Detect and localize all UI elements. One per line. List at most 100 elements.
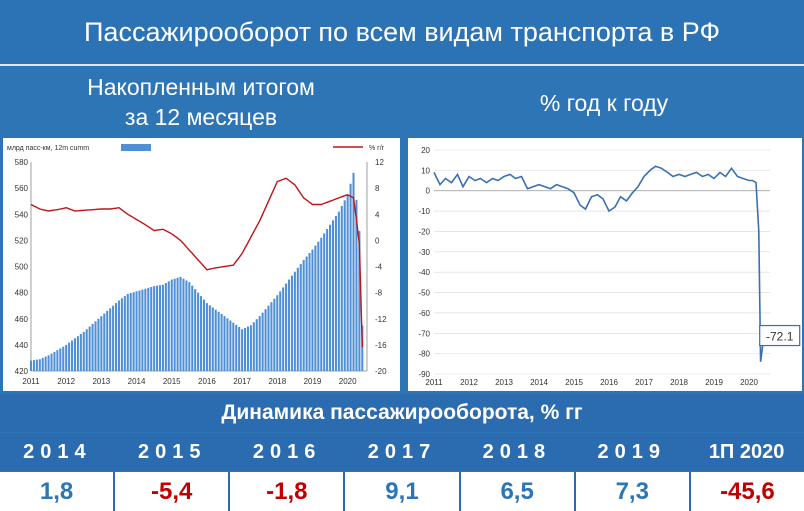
right-y-tick-label: 12 bbox=[375, 158, 384, 167]
x-tick-label: 2012 bbox=[57, 377, 75, 386]
bar bbox=[299, 263, 302, 371]
bar bbox=[158, 285, 162, 371]
bar bbox=[279, 291, 282, 371]
bar bbox=[100, 316, 103, 371]
left-chart-panel: млрд пасс-км, 12m cumm% г/г 420 440 460 480 5… bbox=[3, 138, 400, 391]
y-tick-label: -90 bbox=[418, 370, 430, 379]
table-value-1: -5,4 bbox=[115, 472, 229, 511]
bar bbox=[226, 318, 229, 371]
bar bbox=[343, 200, 346, 371]
page-title: Пассажирооборот по всем видам транспорта… bbox=[0, 0, 804, 64]
bar bbox=[197, 292, 200, 371]
left-y-tick-label: 580 bbox=[15, 158, 29, 167]
right-y-tick-label: -4 bbox=[375, 263, 383, 272]
bar bbox=[229, 320, 232, 371]
bar bbox=[311, 249, 314, 371]
x-tick-label: 2017 bbox=[635, 378, 653, 387]
x-tick-label: 2020 bbox=[339, 377, 357, 386]
bar bbox=[82, 331, 85, 371]
bar bbox=[35, 359, 38, 371]
right-subtitle: % год к году bbox=[539, 90, 669, 116]
bar bbox=[117, 300, 120, 371]
bar bbox=[326, 229, 329, 371]
bar bbox=[135, 291, 138, 371]
x-tick-label: 2016 bbox=[600, 378, 618, 387]
x-tick-label: 2014 bbox=[530, 378, 548, 387]
left-y-tick-label: 560 bbox=[15, 184, 29, 193]
right-y-tick-label: -20 bbox=[375, 367, 387, 376]
table-title: Динамика пассажирооборота, % гг bbox=[0, 394, 804, 432]
bar bbox=[214, 309, 217, 371]
bar bbox=[276, 295, 279, 371]
right-y-tick-label: 0 bbox=[375, 236, 380, 245]
table-year-3: 2017 bbox=[367, 440, 437, 463]
left-y-tick-label: 420 bbox=[15, 367, 29, 376]
table-year-4: 2018 bbox=[482, 440, 552, 463]
bar bbox=[123, 296, 126, 371]
bar bbox=[73, 338, 77, 371]
bar bbox=[211, 307, 214, 371]
x-tick-label: 2018 bbox=[670, 378, 688, 387]
bar bbox=[317, 241, 320, 371]
bar bbox=[241, 329, 244, 371]
bar bbox=[220, 313, 223, 371]
table-value-2: -1,8 bbox=[230, 472, 344, 511]
table-year-5: 2019 bbox=[597, 440, 666, 463]
bar bbox=[62, 346, 65, 371]
annotation-label: -72.1 bbox=[759, 324, 801, 347]
bar bbox=[50, 353, 53, 371]
bar bbox=[323, 233, 326, 371]
bar bbox=[138, 290, 141, 371]
bar bbox=[156, 285, 159, 371]
x-tick-label: 2014 bbox=[128, 377, 146, 386]
bar bbox=[191, 285, 194, 371]
bar bbox=[167, 281, 170, 371]
bar bbox=[232, 322, 235, 371]
bar bbox=[194, 289, 197, 371]
bar bbox=[173, 278, 176, 371]
bar bbox=[76, 336, 79, 371]
bar bbox=[112, 305, 115, 371]
bar bbox=[285, 283, 288, 371]
x-tick-label: 2019 bbox=[304, 377, 322, 386]
table-value-4: 6,5 bbox=[460, 472, 574, 511]
x-tick-label: 2016 bbox=[198, 377, 216, 386]
y-tick-label: -70 bbox=[418, 329, 430, 338]
x-tick-label: 2018 bbox=[268, 377, 286, 386]
bar bbox=[185, 280, 188, 371]
bar bbox=[79, 333, 82, 371]
bar bbox=[293, 271, 296, 371]
bar bbox=[44, 356, 47, 371]
bar bbox=[179, 276, 182, 371]
bar bbox=[56, 350, 59, 371]
bar bbox=[340, 205, 343, 371]
bar bbox=[106, 310, 109, 371]
annotation-text: -72.1 bbox=[766, 330, 794, 344]
bar bbox=[255, 319, 258, 371]
bar bbox=[59, 348, 62, 371]
bar bbox=[147, 287, 150, 371]
right-y-tick-label: -8 bbox=[375, 289, 383, 298]
bar bbox=[103, 313, 106, 371]
bar bbox=[258, 316, 261, 371]
bar bbox=[29, 360, 33, 371]
bar bbox=[238, 327, 241, 371]
left-subtitle: Накопленным итогом за 12 месяцев bbox=[0, 72, 402, 132]
x-tick-label: 2011 bbox=[22, 377, 40, 386]
right-y-tick-label: -16 bbox=[375, 341, 387, 350]
bar bbox=[355, 199, 358, 371]
x-tick-label: 2020 bbox=[740, 378, 758, 387]
bar bbox=[208, 305, 211, 371]
bar bbox=[182, 278, 185, 371]
bar bbox=[352, 172, 355, 371]
bar bbox=[97, 318, 100, 371]
series-line-yoy bbox=[30, 177, 363, 348]
x-tick-label: 2015 bbox=[163, 377, 181, 386]
right-chart-panel: 20 10 0 -10 -20 -30 -40 -50 -60 -70 -80 -90 2011 2012… bbox=[408, 138, 802, 391]
bar bbox=[244, 327, 247, 371]
bar bbox=[358, 231, 361, 371]
y-tick-label: -40 bbox=[418, 268, 430, 277]
left-subtitle-line2: за 12 месяцев bbox=[124, 104, 278, 130]
bar bbox=[85, 329, 88, 371]
bar bbox=[126, 293, 129, 371]
